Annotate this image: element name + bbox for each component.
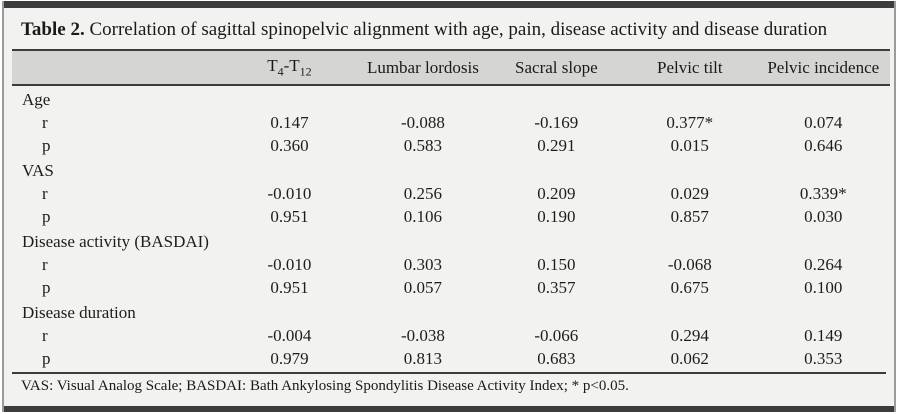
- value-cell: 0.106: [403, 207, 443, 226]
- value-cell: -0.010: [267, 255, 312, 274]
- value-cell: 0.583: [403, 136, 443, 155]
- value-cell: 0.030: [804, 207, 843, 226]
- section-label: Disease activity (BASDAI): [22, 232, 209, 251]
- value-cell: 0.029: [670, 184, 709, 203]
- r-row: r 0.147 -0.088 -0.169 0.377* 0.074: [12, 111, 890, 134]
- col-header-sacral-slope: Sacral slope: [489, 49, 624, 86]
- section-row-disease-activity: Disease activity (BASDAI): [12, 228, 890, 253]
- top-rule: [4, 1, 894, 8]
- empty-cell: [223, 228, 890, 253]
- row-label-p: p: [42, 278, 51, 297]
- r-row: r -0.010 0.256 0.209 0.029 0.339*: [12, 182, 890, 205]
- value-cell: 0.264: [804, 255, 843, 274]
- table-caption-text: Correlation of sagittal spinopelvic alig…: [89, 19, 828, 40]
- empty-cell: [223, 85, 890, 111]
- row-label-p: p: [42, 349, 51, 368]
- section-label: Disease duration: [22, 303, 136, 322]
- empty-cell: [223, 299, 890, 324]
- row-label-r: r: [42, 255, 48, 274]
- p-row: p 0.951 0.106 0.190 0.857 0.030: [12, 205, 890, 228]
- p-row: p 0.360 0.583 0.291 0.015 0.646: [12, 134, 890, 157]
- bottom-rule: [4, 406, 894, 412]
- col-header-t4-t12: T4-T12: [222, 49, 357, 86]
- r-row: r -0.010 0.303 0.150 -0.068 0.264: [12, 253, 890, 276]
- value-cell: -0.038: [400, 326, 445, 345]
- value-cell: -0.010: [267, 184, 312, 203]
- value-cell: 0.675: [670, 278, 709, 297]
- row-label-r: r: [42, 184, 48, 203]
- value-cell: 0.074: [804, 113, 843, 132]
- value-cell: -0.169: [534, 113, 579, 132]
- value-cell: 0.360: [270, 136, 309, 155]
- value-cell: 0.377*: [666, 113, 714, 132]
- value-cell: 0.857: [670, 207, 709, 226]
- value-cell: 0.291: [537, 136, 576, 155]
- section-row-disease-duration: Disease duration: [12, 299, 890, 324]
- section-label: Age: [22, 90, 51, 109]
- value-cell: 0.979: [270, 349, 309, 368]
- col-header-pelvic-incidence: Pelvic incidence: [756, 49, 890, 86]
- col-header-empty: [12, 49, 223, 86]
- value-cell: 0.357: [537, 278, 576, 297]
- correlation-table: T4-T12 Lumbar lordosis Sacral slope Pelv…: [12, 49, 890, 370]
- section-label: VAS: [22, 161, 54, 180]
- section-row-vas: VAS: [12, 157, 890, 182]
- value-cell: 0.149: [804, 326, 843, 345]
- value-cell: 0.339*: [799, 184, 847, 203]
- value-cell: 0.209: [537, 184, 576, 203]
- row-label-p: p: [42, 136, 51, 155]
- table-caption: Table 2. Correlation of sagittal spinope…: [4, 8, 894, 42]
- value-cell: 0.057: [403, 278, 443, 297]
- value-cell: -0.068: [667, 255, 712, 274]
- value-cell: 0.951: [270, 278, 309, 297]
- empty-cell: [223, 157, 890, 182]
- value-cell: 0.190: [537, 207, 576, 226]
- value-cell: -0.088: [400, 113, 445, 132]
- value-cell: 0.951: [270, 207, 309, 226]
- row-label-r: r: [42, 326, 48, 345]
- value-cell: 0.150: [537, 255, 576, 274]
- row-label-p: p: [42, 207, 51, 226]
- table-header-row: T4-T12 Lumbar lordosis Sacral slope Pelv…: [12, 49, 890, 86]
- value-cell: 0.100: [804, 278, 843, 297]
- value-cell: 0.062: [670, 349, 709, 368]
- value-cell: 0.683: [537, 349, 576, 368]
- table-footnote: VAS: Visual Analog Scale; BASDAI: Bath A…: [21, 378, 629, 394]
- value-cell: 0.147: [270, 113, 309, 132]
- col-header-lumbar-lordosis: Lumbar lordosis: [356, 49, 490, 86]
- p-row: p 0.951 0.057 0.357 0.675 0.100: [12, 276, 890, 299]
- p-row: p 0.979 0.813 0.683 0.062 0.353: [12, 347, 890, 370]
- row-label-r: r: [42, 113, 48, 132]
- value-cell: 0.303: [403, 255, 443, 274]
- footnote-rule: [12, 372, 886, 374]
- value-cell: 0.256: [403, 184, 443, 203]
- section-row-age: Age: [12, 85, 890, 111]
- value-cell: 0.646: [804, 136, 843, 155]
- value-cell: 0.015: [670, 136, 709, 155]
- r-row: r -0.004 -0.038 -0.066 0.294 0.149: [12, 324, 890, 347]
- value-cell: -0.066: [534, 326, 579, 345]
- value-cell: 0.294: [670, 326, 709, 345]
- table-number: Table 2.: [21, 19, 85, 40]
- value-cell: -0.004: [267, 326, 312, 345]
- value-cell: 0.353: [804, 349, 843, 368]
- col-header-pelvic-tilt: Pelvic tilt: [623, 49, 757, 86]
- value-cell: 0.813: [403, 349, 443, 368]
